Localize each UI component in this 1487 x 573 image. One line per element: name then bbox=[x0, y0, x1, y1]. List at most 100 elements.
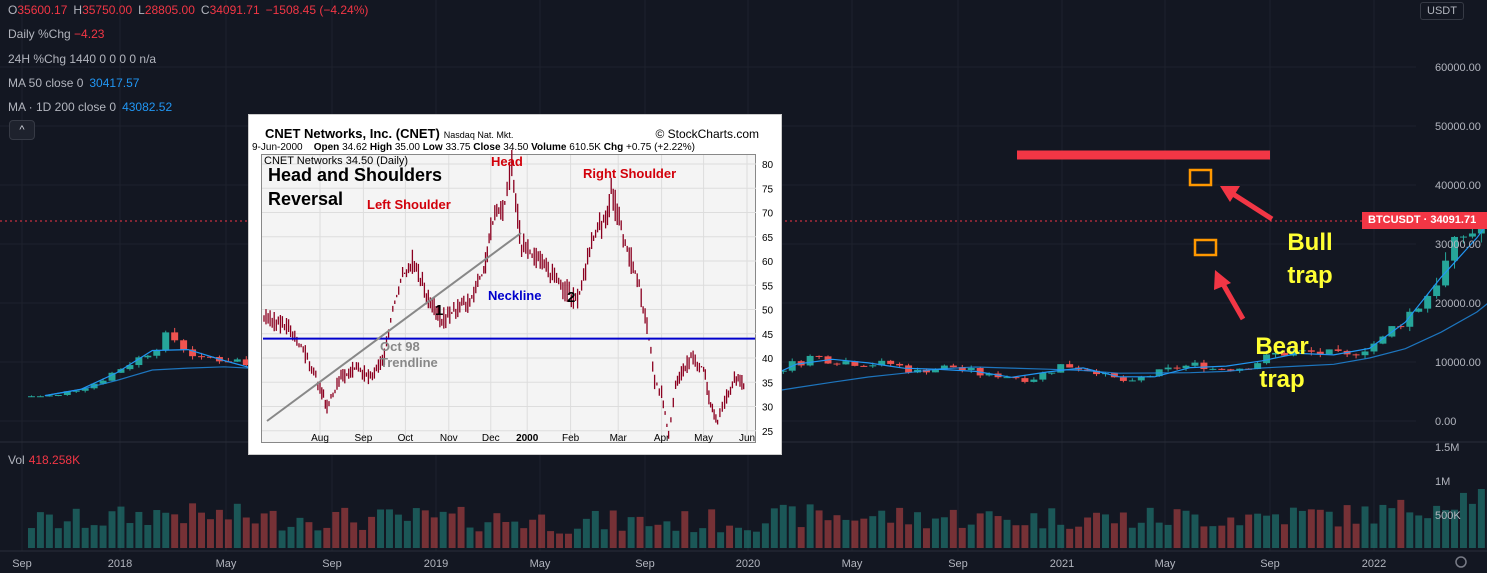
volume-bar bbox=[770, 508, 778, 548]
volume-bar bbox=[296, 517, 304, 548]
open-value: 35600.17 bbox=[17, 3, 68, 17]
volume-bar bbox=[1012, 525, 1020, 548]
high-value: 35750.00 bbox=[82, 3, 133, 17]
bear-trap-arrow bbox=[1214, 270, 1246, 321]
current-price-tag: BTCUSDT · 34091.71 bbox=[1362, 212, 1487, 229]
volume-bar bbox=[940, 517, 948, 548]
volume-bar bbox=[582, 518, 590, 548]
low-key: L bbox=[138, 3, 145, 17]
candle-body bbox=[860, 365, 868, 367]
indicator-value: −4.23 bbox=[74, 27, 105, 41]
inset-x-tick: Jun bbox=[739, 433, 755, 444]
time-tick-label: May bbox=[842, 558, 863, 570]
candle-body bbox=[779, 370, 787, 372]
volume-bar bbox=[45, 514, 53, 548]
candle-body bbox=[1057, 364, 1065, 373]
candle-body bbox=[940, 365, 948, 370]
time-tick-label: 2020 bbox=[736, 558, 760, 570]
candle-body bbox=[135, 357, 143, 366]
candle-body bbox=[1030, 379, 1038, 382]
candle-body bbox=[54, 394, 62, 396]
collapse-legend-button[interactable]: ^ bbox=[9, 120, 35, 140]
inset-y-tick: 40 bbox=[762, 354, 774, 365]
currency-badge[interactable]: USDT bbox=[1420, 2, 1464, 20]
candle-body bbox=[1289, 351, 1297, 356]
price-tick-label: 50000.00 bbox=[1435, 121, 1481, 133]
volume-bar bbox=[251, 523, 259, 548]
volume-bar bbox=[448, 513, 456, 548]
close-value: 34091.71 bbox=[209, 3, 260, 17]
inset-x-tick: Feb bbox=[562, 433, 580, 444]
volume-tick-label: 500K bbox=[1435, 510, 1461, 522]
inset-y-tick: 35 bbox=[762, 378, 774, 389]
candle-body bbox=[985, 373, 993, 376]
candle-body bbox=[1003, 377, 1011, 379]
volume-bar bbox=[1191, 514, 1199, 548]
volume-value: 418.258K bbox=[28, 453, 81, 467]
inset-x-tick: Apr bbox=[654, 433, 670, 444]
time-tick-label: May bbox=[1155, 558, 1176, 570]
inset-y-tick: 60 bbox=[762, 257, 774, 268]
indicator-daily-chg[interactable]: Daily %Chg −4.23 bbox=[8, 27, 104, 41]
time-tick-label: Sep bbox=[322, 558, 342, 570]
right-shoulder-label: Right Shoulder bbox=[583, 166, 677, 181]
volume-bars bbox=[28, 489, 1487, 548]
head-label: Head bbox=[491, 154, 523, 169]
volume-bar bbox=[985, 511, 993, 548]
volume-bar bbox=[394, 514, 402, 548]
volume-bar bbox=[1343, 505, 1351, 548]
indicator-ma200[interactable]: MA · 1D 200 close 0 43082.52 bbox=[8, 100, 172, 114]
indicator-24h-chg[interactable]: 24H %Chg 1440 0 0 0 0 n/a bbox=[8, 52, 156, 66]
inset-x-tick: Nov bbox=[440, 433, 458, 444]
indicator-label: Daily %Chg bbox=[8, 27, 71, 41]
volume-bar bbox=[439, 511, 447, 548]
volume-bar bbox=[1254, 513, 1262, 548]
candle-body bbox=[896, 363, 904, 366]
volume-bar bbox=[1048, 508, 1056, 548]
candle-body bbox=[1325, 349, 1333, 355]
volume-bar bbox=[386, 509, 393, 548]
volume-bar bbox=[1084, 517, 1092, 548]
settings-gear-icon[interactable] bbox=[1455, 556, 1467, 568]
candle-body bbox=[931, 369, 939, 373]
volume-bar bbox=[1164, 524, 1172, 548]
time-axis[interactable]: Sep 2018 May Sep 2019 May Sep 2020 May Sep 2021 May… bbox=[12, 558, 1386, 570]
time-tick-label: May bbox=[530, 558, 551, 570]
volume-bar bbox=[1379, 504, 1387, 548]
volume-bar bbox=[797, 527, 805, 548]
inset-x-tick: 2000 bbox=[516, 433, 539, 444]
inset-y-tick: 50 bbox=[762, 306, 774, 317]
open-key: O bbox=[8, 3, 18, 17]
candle-body bbox=[242, 359, 250, 366]
volume-bar bbox=[1200, 526, 1208, 548]
point-2-label: 2 bbox=[567, 289, 576, 306]
candle-body bbox=[1433, 285, 1441, 297]
price-tick-label: 60000.00 bbox=[1435, 62, 1481, 74]
inset-plot-area bbox=[261, 154, 756, 443]
candle-body bbox=[806, 355, 814, 366]
price-axis[interactable]: 60000.00 50000.00 40000.00 30000.00 20000.00… bbox=[1435, 62, 1481, 428]
inset-quote-row: 9-Jun-2000 Open 34.62 High 35.00 Low 33.… bbox=[252, 142, 695, 153]
volume-bar bbox=[833, 515, 841, 548]
volume-bar bbox=[1298, 510, 1306, 548]
candle-body bbox=[1164, 367, 1172, 370]
inset-x-tick: Dec bbox=[482, 433, 500, 444]
left-shoulder-label: Left Shoulder bbox=[367, 197, 451, 212]
change-value: −1508.45 (−4.24%) bbox=[265, 3, 369, 17]
volume-bar bbox=[860, 518, 868, 548]
volume-bar bbox=[949, 509, 957, 548]
candle-body bbox=[1451, 236, 1458, 261]
volume-bar bbox=[1468, 503, 1476, 548]
candle-body bbox=[126, 365, 134, 370]
volume-bar bbox=[99, 525, 107, 548]
price-tick-label: 10000.00 bbox=[1435, 357, 1481, 369]
volume-bar bbox=[215, 509, 223, 548]
volume-bar bbox=[502, 521, 510, 548]
candle-body bbox=[1218, 368, 1226, 370]
bear-trap-box bbox=[1193, 238, 1218, 257]
indicator-ma50[interactable]: MA 50 close 0 30417.57 bbox=[8, 76, 139, 90]
volume-bar bbox=[1460, 492, 1467, 548]
candle-body bbox=[36, 396, 44, 398]
volume-bar bbox=[1003, 519, 1011, 548]
candle-body bbox=[869, 365, 877, 367]
